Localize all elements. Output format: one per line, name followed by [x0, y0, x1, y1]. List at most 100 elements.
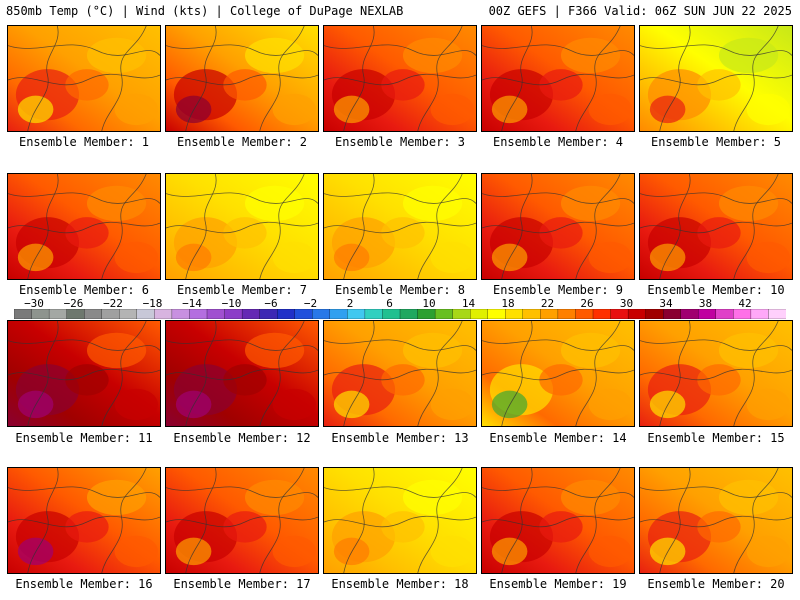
temperature-field	[482, 468, 634, 573]
colorbar-swatch	[206, 309, 226, 319]
temperature-field	[166, 321, 318, 426]
colorbar-tick-label: 42	[738, 297, 752, 310]
colorbar-swatch	[31, 309, 50, 319]
colorbar-swatch	[189, 309, 208, 319]
colorbar-tick-label: 26	[580, 297, 594, 310]
map-title: 850mb Temp (°C) | Wind (kts) | College o…	[6, 4, 404, 18]
colorbar-swatch	[698, 309, 717, 319]
temperature-field	[640, 174, 792, 279]
ensemble-member-map	[323, 467, 477, 574]
colorbar-tick-label: −14	[182, 297, 202, 310]
ensemble-member-map	[481, 173, 635, 280]
ensemble-member-map	[323, 173, 477, 280]
colorbar-swatch	[136, 309, 156, 319]
temperature-field	[640, 321, 792, 426]
colorbar-tick-label: −2	[303, 297, 318, 310]
colorbar-swatch	[312, 309, 331, 319]
colorbar-swatch	[627, 309, 647, 319]
ensemble-member-caption: Ensemble Member: 14	[489, 431, 627, 445]
colorbar-tick-label: 34	[659, 297, 673, 310]
colorbar-swatch	[259, 309, 278, 319]
colorbar-swatch	[171, 309, 191, 319]
ensemble-member-caption: Ensemble Member: 17	[173, 577, 311, 591]
temperature-field	[324, 174, 476, 279]
colorbar-swatch	[522, 309, 542, 319]
model-run-info: 00Z GEFS | F366 Valid: 06Z SUN JUN 22 20…	[488, 4, 792, 18]
colorbar-swatch	[487, 309, 506, 319]
colorbar-tick-label: −26	[63, 297, 84, 310]
temperature-field	[324, 26, 476, 131]
colorbar-swatch	[399, 309, 419, 319]
colorbar-swatch	[645, 309, 664, 319]
colorbar-tick-label: 2	[346, 297, 354, 310]
ensemble-member-map	[639, 173, 793, 280]
ensemble-member-caption: Ensemble Member: 8	[334, 283, 466, 297]
ensemble-member-map	[165, 173, 319, 280]
colorbar-swatch	[154, 309, 173, 319]
ensemble-member-map	[7, 25, 161, 132]
temperature-field	[166, 26, 318, 131]
colorbar-tick-label: 22	[540, 297, 555, 310]
ensemble-member-caption: Ensemble Member: 12	[173, 431, 311, 445]
colorbar-tick-label: 30	[619, 297, 634, 310]
colorbar-swatch	[294, 309, 313, 319]
ensemble-member-caption: Ensemble Member: 9	[492, 283, 624, 297]
colorbar-tick-label: −30	[24, 297, 44, 310]
colorbar-swatch	[84, 309, 103, 319]
temperature-field	[482, 321, 634, 426]
colorbar-swatch	[470, 309, 489, 319]
temperature-colorbar	[14, 309, 786, 319]
ensemble-member-map	[165, 25, 319, 132]
ensemble-member-map	[639, 467, 793, 574]
colorbar-swatch	[452, 309, 471, 319]
ensemble-member-map	[7, 173, 161, 280]
colorbar-tick-label: 10	[422, 297, 436, 310]
colorbar-swatch	[768, 309, 786, 319]
colorbar-swatch	[557, 309, 577, 319]
ensemble-member-caption: Ensemble Member: 16	[15, 577, 153, 591]
ensemble-member-caption: Ensemble Member: 7	[176, 283, 308, 297]
ensemble-member-map	[165, 467, 319, 574]
ensemble-member-caption: Ensemble Member: 4	[492, 135, 624, 149]
ensemble-member-caption: Ensemble Member: 5	[650, 135, 782, 149]
ensemble-member-map	[639, 320, 793, 427]
ensemble-member-map	[323, 320, 477, 427]
colorbar-swatch	[14, 309, 33, 319]
colorbar-swatch	[733, 309, 752, 319]
colorbar-swatch	[119, 309, 138, 319]
ensemble-member-map	[481, 320, 635, 427]
ensemble-member-caption: Ensemble Member: 15	[647, 431, 785, 445]
temperature-field	[640, 468, 792, 573]
colorbar-swatch	[101, 309, 120, 319]
ensemble-member-caption: Ensemble Member: 20	[647, 577, 785, 591]
colorbar-swatch	[715, 309, 735, 319]
ensemble-member-caption: Ensemble Member: 13	[331, 431, 469, 445]
temperature-field	[324, 468, 476, 573]
colorbar-swatch	[417, 309, 436, 319]
ensemble-member-map	[323, 25, 477, 132]
colorbar-swatch	[382, 309, 401, 319]
colorbar-swatch	[750, 309, 770, 319]
temperature-field	[166, 174, 318, 279]
ensemble-member-map	[481, 467, 635, 574]
colorbar-swatch	[610, 309, 629, 319]
temperature-field	[8, 174, 160, 279]
colorbar-swatch	[540, 309, 559, 319]
ensemble-member-caption: Ensemble Member: 2	[176, 135, 308, 149]
ensemble-member-caption: Ensemble Member: 19	[489, 577, 627, 591]
colorbar-tick-label: −6	[264, 297, 278, 310]
temperature-field	[8, 468, 160, 573]
colorbar-swatch	[663, 309, 682, 319]
temperature-field	[640, 26, 792, 131]
ensemble-member-map	[165, 320, 319, 427]
colorbar-swatch	[347, 309, 366, 319]
ensemble-member-caption: Ensemble Member: 3	[334, 135, 466, 149]
colorbar-labels: −30 −26 −22 −18 −14 −10 −6 −2 2 6 10 14 18 22 26 30 34 38…	[0, 297, 800, 310]
colorbar-tick-label: 14	[461, 297, 476, 310]
temperature-field	[8, 321, 160, 426]
ensemble-member-caption: Ensemble Member: 10	[647, 283, 785, 297]
ensemble-member-map	[481, 25, 635, 132]
colorbar-tick-label: −18	[142, 297, 163, 310]
colorbar-swatch	[434, 309, 454, 319]
colorbar-swatch	[48, 309, 68, 319]
